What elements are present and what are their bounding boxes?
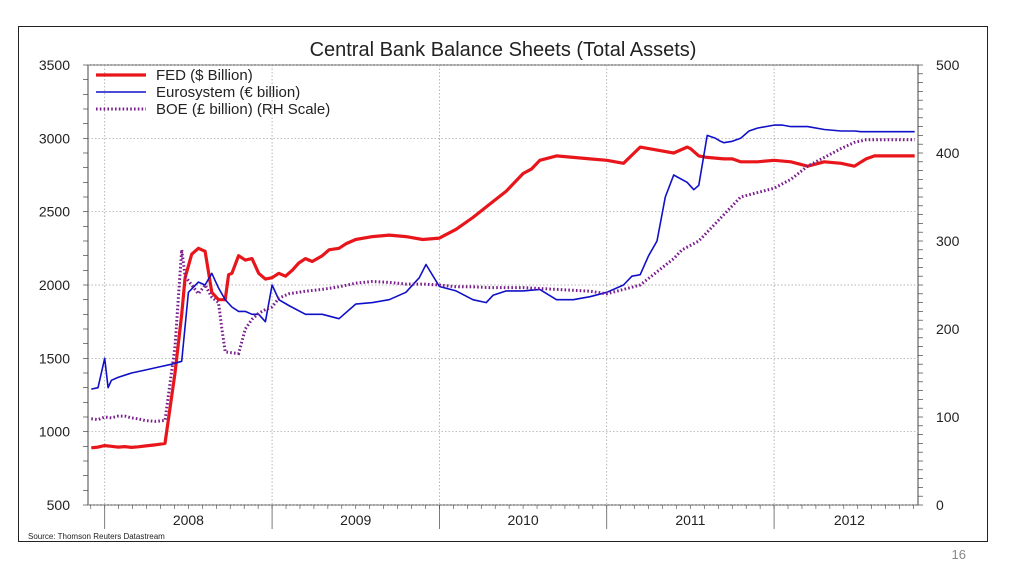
y-tick-label-right: 400 [936,145,960,161]
legend-fed-label: FED ($ Billion) [156,67,253,84]
chart-frame [18,26,988,542]
y-tick-label-left: 3000 [39,130,70,146]
slide-number: 16 [951,547,966,562]
y-tick-label-left: 2000 [39,277,70,293]
y-tick-label-left: 2500 [39,204,70,220]
plot-area [87,64,919,506]
x-tick-label: 2008 [173,512,204,528]
eurosystem-series-line [91,124,915,390]
y-tick-label-left: 1000 [39,424,70,440]
y-tick-label-right: 300 [936,233,960,249]
y-tick-label-right: 100 [936,409,960,425]
y-tick-label-right: 200 [936,321,960,337]
y-tick-label-left: 500 [47,497,71,513]
x-tick-label: 2010 [508,512,539,528]
legend-eurosystem-label: Eurosystem (€ billion) [156,84,300,101]
y-tick-label-left: 3500 [39,57,70,73]
fed-series-line [91,145,915,450]
x-tick-label: 2009 [340,512,371,528]
boe-series-line [91,138,915,423]
legend-boe-label: BOE (£ billion) (RH Scale) [156,101,330,118]
chart-title: Central Bank Balance Sheets (Total Asset… [310,39,697,61]
y-tick-label-right: 500 [936,57,960,73]
y-tick-label-right: 0 [936,497,944,513]
x-tick-label: 2012 [834,512,865,528]
source-note: Source: Thomson Reuters Datastream [28,532,165,541]
x-tick-label: 2011 [675,512,705,528]
y-tick-label-left: 1500 [39,350,70,366]
